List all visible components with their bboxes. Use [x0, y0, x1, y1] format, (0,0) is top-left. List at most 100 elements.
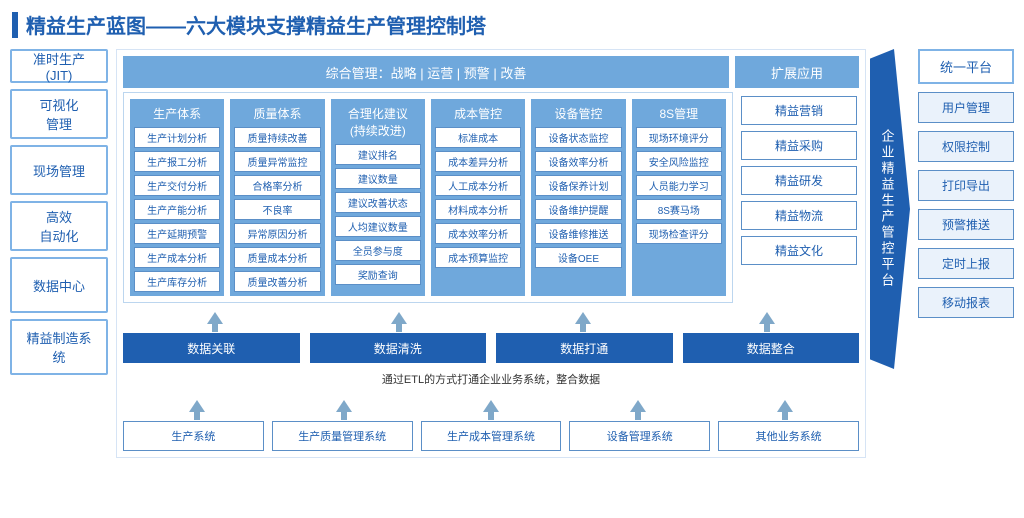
- sys-box: 其他业务系统: [718, 421, 859, 451]
- data-process-row: 数据关联数据清洗数据打通数据整合: [123, 333, 859, 363]
- module-item: 生产计划分析: [134, 127, 220, 148]
- modules-and-ext: 生产体系生产计划分析生产报工分析生产交付分析生产产能分析生产延期预警生产成本分析…: [123, 92, 859, 303]
- left-box-gemba: 现场管理: [10, 145, 108, 195]
- module-item: 成本效率分析: [435, 223, 521, 244]
- top-band: 综合管理：战略 | 运营 | 预警 | 改善 扩展应用: [123, 56, 859, 88]
- module-item: 质量持续改善: [234, 127, 320, 148]
- module-item: 生产产能分析: [134, 199, 220, 220]
- right-item: 移动报表: [918, 287, 1014, 318]
- sys-box: 设备管理系统: [569, 421, 710, 451]
- left-box-jit: 准时生产 (JIT): [10, 49, 108, 83]
- sys-box: 生产成本管理系统: [421, 421, 562, 451]
- data-box: 数据清洗: [310, 333, 487, 363]
- module-col-2: 合理化建议 (持续改进)建议排名建议数量建议改善状态人均建议数量全员参与度奖励查…: [331, 99, 425, 296]
- module-item: 奖励查询: [335, 264, 421, 285]
- up-arrow-icon: [207, 312, 223, 324]
- up-arrow-icon: [630, 400, 646, 412]
- right-item: 用户管理: [918, 92, 1014, 123]
- module-head: 设备管控: [535, 103, 621, 124]
- modules-outline: 生产体系生产计划分析生产报工分析生产交付分析生产产能分析生产延期预警生产成本分析…: [123, 92, 733, 303]
- module-item: 标准成本: [435, 127, 521, 148]
- ext-item: 精益物流: [741, 201, 857, 230]
- right-item: 权限控制: [918, 131, 1014, 162]
- module-col-3: 成本管控标准成本成本差异分析人工成本分析材料成本分析成本效率分析成本预算监控: [431, 99, 525, 296]
- module-item: 合格率分析: [234, 175, 320, 196]
- ext-item: 精益文化: [741, 236, 857, 265]
- module-item: 现场检查评分: [636, 223, 722, 244]
- module-item: 生产库存分析: [134, 271, 220, 292]
- title-accent: [12, 12, 18, 38]
- module-col-1: 质量体系质量持续改善质量异常监控合格率分析不良率异常原因分析质量成本分析质量改善…: [230, 99, 324, 296]
- right-column: 统一平台 用户管理权限控制打印导出预警推送定时上报移动报表: [918, 49, 1014, 458]
- module-col-0: 生产体系生产计划分析生产报工分析生产交付分析生产产能分析生产延期预警生产成本分析…: [130, 99, 224, 296]
- module-item: 质量改善分析: [234, 271, 320, 292]
- module-item: 生产成本分析: [134, 247, 220, 268]
- up-arrow-icon: [391, 312, 407, 324]
- ext-item: 精益采购: [741, 131, 857, 160]
- module-item: 8S赛马场: [636, 199, 722, 220]
- right-item: 预警推送: [918, 209, 1014, 240]
- left-box-datacenter: 数据中心: [10, 257, 108, 313]
- module-col-5: 8S管理现场环境评分安全风险监控人员能力学习8S赛马场现场检查评分: [632, 99, 726, 296]
- module-item: 人均建议数量: [335, 216, 421, 237]
- module-item: 成本预算监控: [435, 247, 521, 268]
- module-item: 安全风险监控: [636, 151, 722, 172]
- up-arrow-icon: [777, 400, 793, 412]
- right-head: 统一平台: [918, 49, 1014, 84]
- module-item: 设备维修推送: [535, 223, 621, 244]
- module-item: 设备状态监控: [535, 127, 621, 148]
- module-item: 设备保养计划: [535, 175, 621, 196]
- left-box-leansys: 精益制造系 统: [10, 319, 108, 375]
- module-item: 生产延期预警: [134, 223, 220, 244]
- module-head: 8S管理: [636, 103, 722, 124]
- module-head: 生产体系: [134, 103, 220, 124]
- ext-item: 精益营销: [741, 96, 857, 125]
- module-item: 不良率: [234, 199, 320, 220]
- module-item: 建议数量: [335, 168, 421, 189]
- band-main: 综合管理：战略 | 运营 | 预警 | 改善: [123, 56, 729, 88]
- arrow-row-lower: [123, 395, 859, 417]
- upper-section: 综合管理：战略 | 运营 | 预警 | 改善 扩展应用 生产体系生产计划分析生产…: [123, 56, 859, 303]
- data-box: 数据整合: [683, 333, 860, 363]
- module-item: 生产交付分析: [134, 175, 220, 196]
- outer-frame: 综合管理：战略 | 运营 | 预警 | 改善 扩展应用 生产体系生产计划分析生产…: [116, 49, 866, 458]
- diagram-canvas: 准时生产 (JIT) 可视化 管理 现场管理 高效 自动化 数据中心 精益制造系…: [0, 45, 1024, 468]
- module-col-4: 设备管控设备状态监控设备效率分析设备保养计划设备维护提醒设备维修推送设备OEE: [531, 99, 625, 296]
- module-item: 生产报工分析: [134, 151, 220, 172]
- up-arrow-icon: [483, 400, 499, 412]
- module-item: 设备效率分析: [535, 151, 621, 172]
- module-item: 材料成本分析: [435, 199, 521, 220]
- etl-caption: 通过ETL的方式打通企业业务系统，整合数据: [123, 367, 859, 391]
- module-item: 设备OEE: [535, 247, 621, 268]
- arrow-row-upper: [123, 307, 859, 329]
- module-item: 人员能力学习: [636, 175, 722, 196]
- module-item: 质量异常监控: [234, 151, 320, 172]
- module-head: 质量体系: [234, 103, 320, 124]
- right-item: 打印导出: [918, 170, 1014, 201]
- up-arrow-icon: [575, 312, 591, 324]
- up-arrow-icon: [759, 312, 775, 324]
- module-head: 成本管控: [435, 103, 521, 124]
- page-title: 精益生产蓝图——六大模块支撑精益生产管理控制塔: [26, 10, 486, 39]
- module-item: 质量成本分析: [234, 247, 320, 268]
- page-title-bar: 精益生产蓝图——六大模块支撑精益生产管理控制塔: [0, 0, 1024, 45]
- left-box-visual: 可视化 管理: [10, 89, 108, 139]
- module-head: 合理化建议 (持续改进): [335, 103, 421, 141]
- module-item: 异常原因分析: [234, 223, 320, 244]
- platform-pentagon: 企业精益生产管控平台: [870, 49, 910, 369]
- module-item: 建议改善状态: [335, 192, 421, 213]
- up-arrow-icon: [189, 400, 205, 412]
- data-box: 数据关联: [123, 333, 300, 363]
- module-item: 全员参与度: [335, 240, 421, 261]
- right-item: 定时上报: [918, 248, 1014, 279]
- data-box: 数据打通: [496, 333, 673, 363]
- main-column: 综合管理：战略 | 运营 | 预警 | 改善 扩展应用 生产体系生产计划分析生产…: [116, 49, 866, 458]
- up-arrow-icon: [336, 400, 352, 412]
- module-item: 人工成本分析: [435, 175, 521, 196]
- sys-box: 生产系统: [123, 421, 264, 451]
- module-item: 成本差异分析: [435, 151, 521, 172]
- module-item: 设备维护提醒: [535, 199, 621, 220]
- left-box-auto: 高效 自动化: [10, 201, 108, 251]
- systems-row: 生产系统生产质量管理系统生产成本管理系统设备管理系统其他业务系统: [123, 421, 859, 451]
- left-label-column: 准时生产 (JIT) 可视化 管理 现场管理 高效 自动化 数据中心 精益制造系…: [10, 49, 108, 458]
